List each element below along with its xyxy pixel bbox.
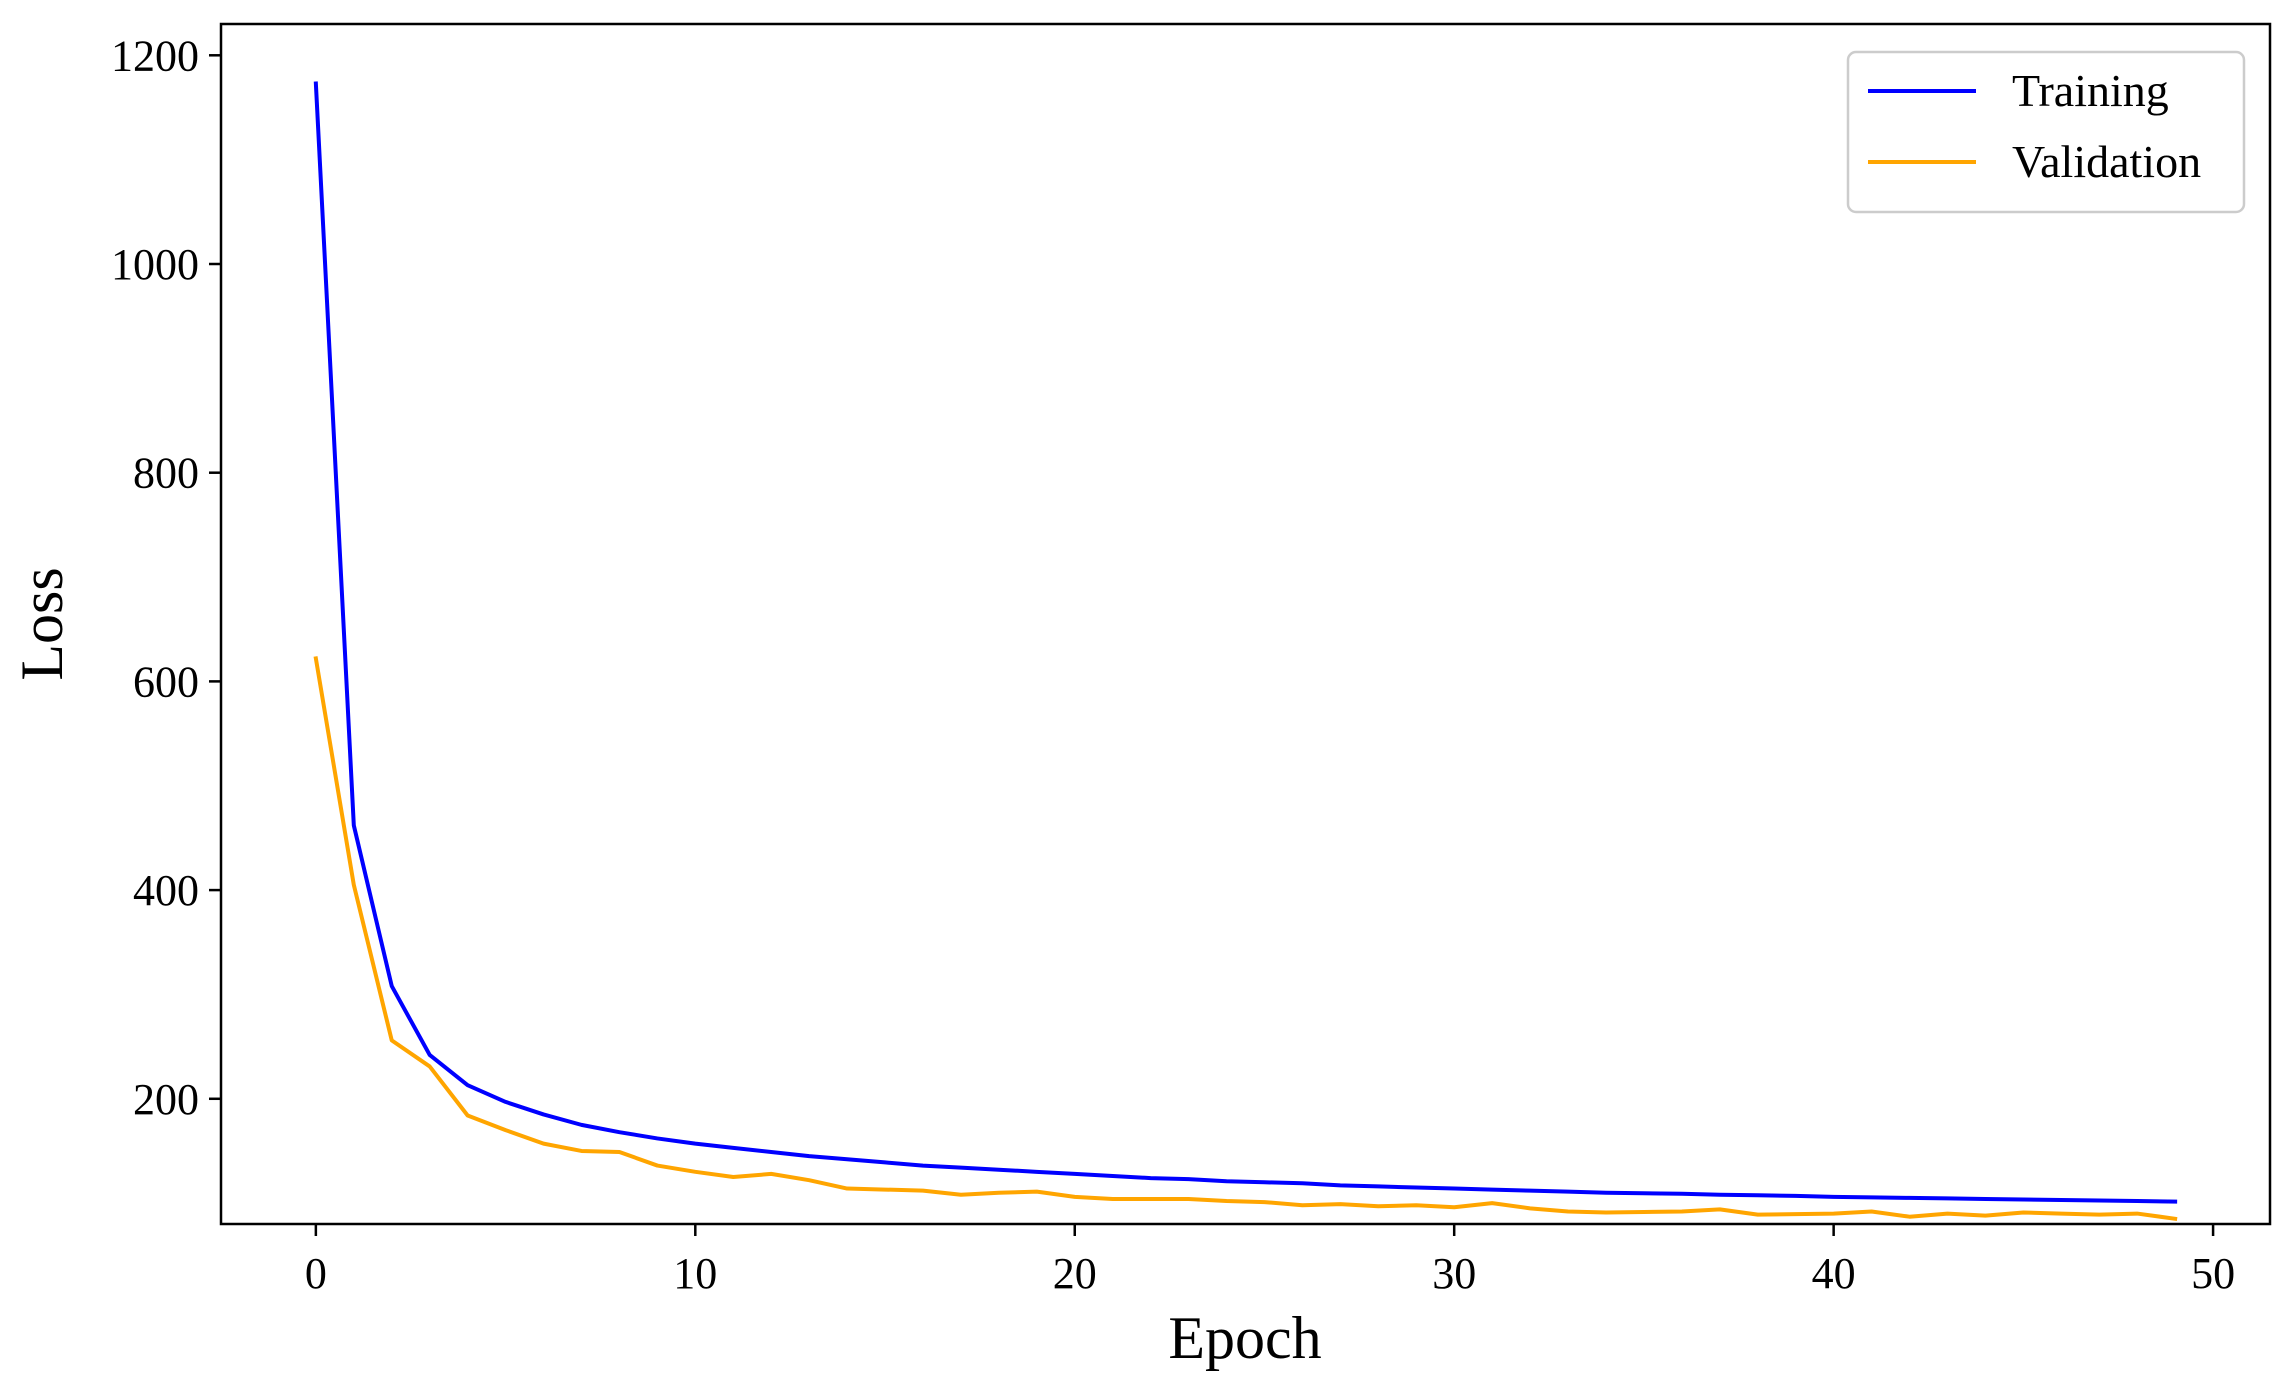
y-tick-label: 400: [133, 866, 199, 915]
series-line-validation: [313, 656, 2178, 1222]
y-tick-label: 200: [133, 1075, 199, 1124]
x-tick-label: 10: [673, 1249, 717, 1298]
y-tick-label: 600: [133, 657, 199, 706]
plot-area: [219, 22, 2272, 1226]
y-tick-label: 800: [133, 449, 199, 498]
legend-validation-label: Validation: [2012, 136, 2201, 187]
x-tick-label: 20: [1053, 1249, 1097, 1298]
series-lines: [313, 81, 2178, 1222]
legend: Training Validation: [1846, 50, 2246, 214]
series-line-training: [313, 81, 2178, 1204]
x-axis-title: Epoch: [1168, 1305, 1321, 1371]
x-tick-label: 40: [1812, 1249, 1856, 1298]
x-axis-ticks: 0 10 20 30 40 50: [305, 1224, 2235, 1298]
y-axis-ticks: 200 400 600 800 1000 1200: [111, 31, 221, 1124]
legend-training-label: Training: [2012, 65, 2169, 116]
y-tick-label: 1200: [111, 31, 199, 80]
x-tick-label: 30: [1432, 1249, 1476, 1298]
y-tick-label: 1000: [111, 240, 199, 289]
x-tick-label: 0: [305, 1249, 327, 1298]
x-tick-label: 50: [2191, 1249, 2235, 1298]
y-axis-title: Loss: [9, 567, 75, 680]
